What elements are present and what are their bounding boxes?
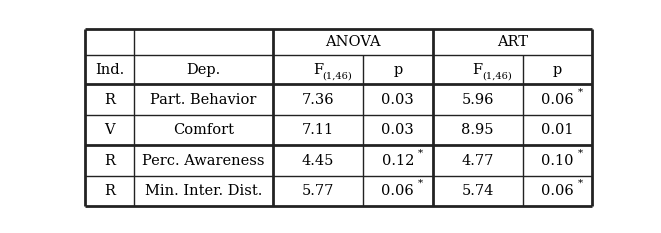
Text: 7.11: 7.11: [302, 123, 334, 137]
Text: V: V: [104, 123, 115, 137]
Text: 4.77: 4.77: [461, 154, 494, 168]
Text: *: *: [418, 149, 424, 158]
Text: 0.06: 0.06: [381, 184, 414, 198]
Text: 0.06: 0.06: [541, 93, 574, 107]
Text: p: p: [553, 63, 563, 77]
Text: F: F: [313, 63, 323, 77]
Text: 0.03: 0.03: [381, 123, 414, 137]
Text: Min. Inter. Dist.: Min. Inter. Dist.: [145, 184, 262, 198]
Text: (1,46): (1,46): [323, 72, 352, 81]
Text: *: *: [418, 179, 424, 188]
Text: 0.12: 0.12: [381, 154, 414, 168]
Text: Part. Behavior: Part. Behavior: [150, 93, 256, 107]
Text: R: R: [104, 184, 115, 198]
Text: (1,46): (1,46): [482, 72, 512, 81]
Text: 0.10: 0.10: [541, 154, 574, 168]
Text: ART: ART: [497, 35, 528, 49]
Text: R: R: [104, 154, 115, 168]
Text: 8.95: 8.95: [461, 123, 494, 137]
Text: 7.36: 7.36: [301, 93, 334, 107]
Text: *: *: [578, 179, 584, 188]
Text: 4.45: 4.45: [301, 154, 334, 168]
Text: 0.03: 0.03: [381, 93, 414, 107]
Text: ANOVA: ANOVA: [325, 35, 381, 49]
Text: p: p: [393, 63, 403, 77]
Text: Comfort: Comfort: [173, 123, 234, 137]
Text: *: *: [578, 149, 584, 158]
Text: 5.96: 5.96: [461, 93, 494, 107]
Text: 0.01: 0.01: [541, 123, 574, 137]
Text: Dep.: Dep.: [186, 63, 220, 77]
Text: *: *: [578, 88, 584, 96]
Text: 5.77: 5.77: [301, 184, 334, 198]
Text: F: F: [473, 63, 483, 77]
Text: 0.06: 0.06: [541, 184, 574, 198]
Text: Perc. Awareness: Perc. Awareness: [142, 154, 264, 168]
Text: R: R: [104, 93, 115, 107]
Text: 5.74: 5.74: [461, 184, 494, 198]
Text: Ind.: Ind.: [95, 63, 124, 77]
